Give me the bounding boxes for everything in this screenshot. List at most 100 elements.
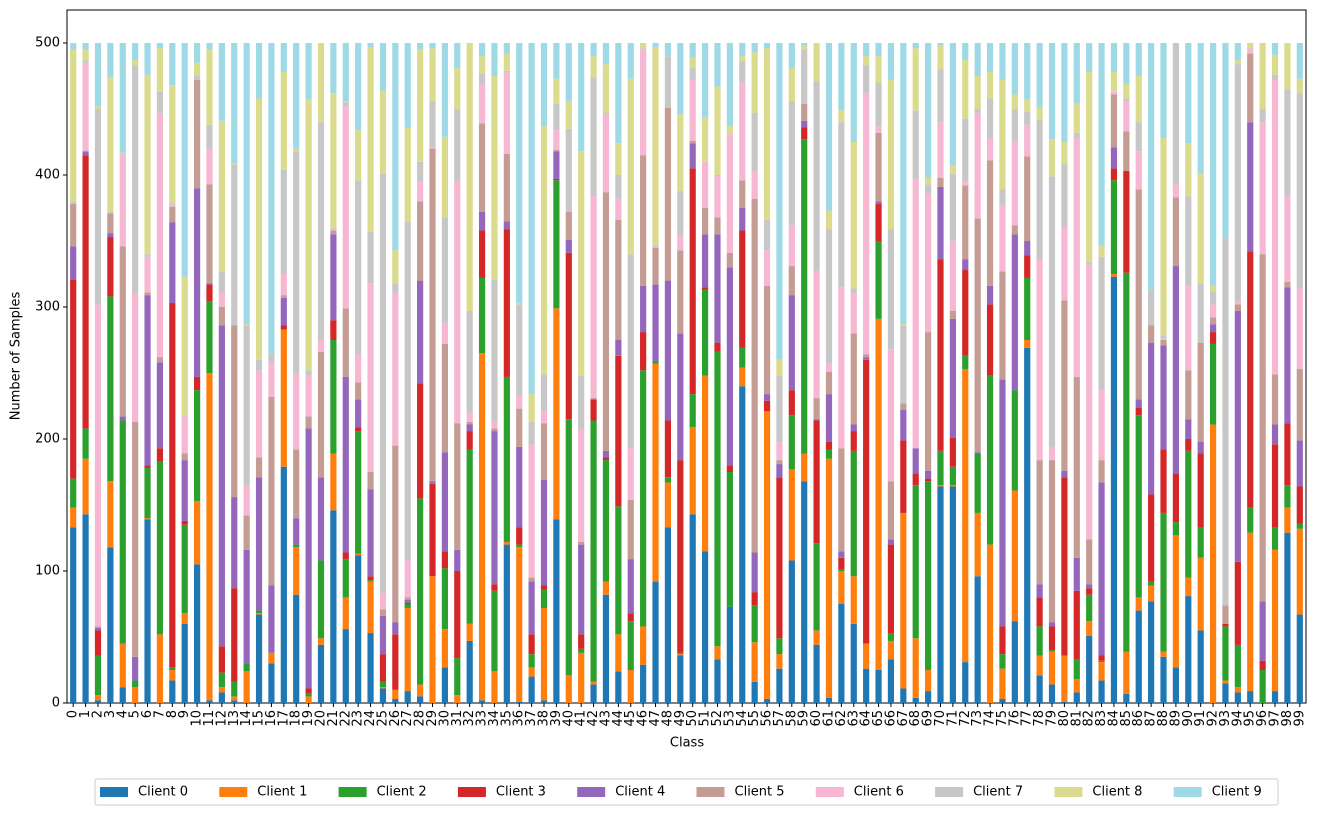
bar-segment	[491, 279, 498, 422]
bar-segment	[801, 453, 808, 482]
x-axis-label: Class	[670, 736, 704, 751]
bar-segment	[925, 478, 932, 482]
x-tick-label: 36	[512, 710, 527, 727]
x-tick-label: 37	[524, 710, 539, 727]
bar-segment	[949, 466, 956, 486]
bar-segment	[578, 544, 585, 635]
bar-segment	[540, 479, 548, 586]
bar-segment	[1086, 43, 1093, 73]
bar-segment	[1271, 74, 1279, 80]
bar-segment	[169, 206, 176, 223]
bar-segment	[1123, 101, 1130, 132]
bar-segment	[367, 472, 374, 490]
bar-segment	[602, 192, 610, 451]
bar-segment	[640, 285, 647, 333]
bar-segment	[1011, 225, 1018, 235]
bar-segment	[355, 43, 362, 131]
bar-segment	[1284, 532, 1291, 703]
bar-segment	[1135, 407, 1142, 416]
bar-segment	[82, 428, 89, 459]
bar-segment	[714, 234, 721, 343]
bar-segment	[206, 283, 213, 285]
plot-frame	[66, 9, 1307, 704]
bar-segment	[1098, 244, 1105, 257]
bar-segment	[1036, 460, 1043, 585]
bar-segment	[590, 420, 597, 682]
bar-segment	[491, 421, 498, 429]
bar-segment	[1148, 494, 1155, 582]
bar-segment	[875, 56, 882, 83]
bar-segment	[763, 48, 771, 220]
bar-segment	[404, 43, 411, 128]
bar-segment	[1036, 597, 1043, 627]
bar-segment	[813, 543, 820, 631]
bar-segment	[342, 559, 349, 598]
bar-segment	[912, 473, 919, 486]
bar-segment	[875, 126, 882, 133]
bar-segment	[1259, 122, 1266, 255]
legend-label: Client 8	[1092, 785, 1142, 800]
bar-segment	[1098, 43, 1105, 245]
x-tick-label: 50	[685, 710, 700, 727]
bar-segment	[70, 507, 77, 528]
bar-segment	[1247, 691, 1254, 703]
legend-label: Client 2	[377, 785, 427, 800]
bar-segment	[838, 551, 845, 558]
bar-segment	[974, 112, 981, 219]
bar-segment	[330, 510, 337, 703]
bar-segment	[813, 420, 820, 544]
bar-segment	[1024, 347, 1031, 703]
bar-segment	[503, 43, 510, 54]
bar-segment	[94, 655, 102, 696]
bar-segment	[838, 569, 845, 571]
bar-segment	[268, 43, 275, 354]
bar-segment	[900, 440, 907, 513]
bar-segment	[478, 56, 486, 74]
bar-segment	[218, 307, 225, 326]
bar-segment	[925, 43, 932, 178]
bar-segment	[342, 597, 349, 630]
bar-segment	[516, 446, 523, 528]
bar-segment	[677, 190, 684, 236]
bar-segment	[640, 626, 647, 665]
bar-segment	[516, 527, 523, 545]
bar-segment	[652, 244, 659, 247]
bar-segment	[1197, 342, 1204, 442]
x-tick-label: 95	[1243, 710, 1258, 727]
bar-segment	[342, 308, 349, 377]
bar-segment	[825, 363, 833, 372]
bar-segment	[478, 43, 486, 57]
bar-segment	[1098, 662, 1105, 681]
bar-segment	[726, 43, 733, 127]
bar-segment	[974, 109, 981, 113]
x-tick-label: 26	[388, 710, 403, 727]
bar-segment	[330, 227, 337, 230]
bar-segment	[144, 254, 151, 257]
bar-segment	[478, 211, 486, 231]
bar-segment	[751, 43, 758, 53]
bar-segment	[553, 130, 560, 150]
bar-segment	[751, 681, 758, 703]
bar-segment	[578, 541, 585, 545]
bar-segment	[751, 112, 758, 172]
bar-segment	[466, 424, 473, 432]
bar-segment	[478, 230, 486, 278]
bar-segment	[1048, 460, 1056, 623]
bar-segment	[454, 423, 461, 550]
bar-segment	[701, 208, 709, 235]
bar-segment	[280, 295, 287, 298]
bar-segment	[1271, 79, 1279, 375]
bar-segment	[379, 609, 387, 616]
bar-segment	[887, 659, 895, 703]
bar-segment	[342, 106, 349, 309]
bar-segment	[82, 62, 89, 152]
bar-segment	[1011, 234, 1018, 391]
bar-segment	[392, 250, 399, 284]
bar-segment	[132, 680, 139, 688]
bar-segment	[590, 681, 597, 685]
bar-segment	[206, 301, 213, 373]
bar-segment	[615, 198, 622, 220]
bar-segment	[82, 60, 89, 63]
bar-segment	[565, 101, 572, 129]
bar-segment	[330, 230, 337, 235]
